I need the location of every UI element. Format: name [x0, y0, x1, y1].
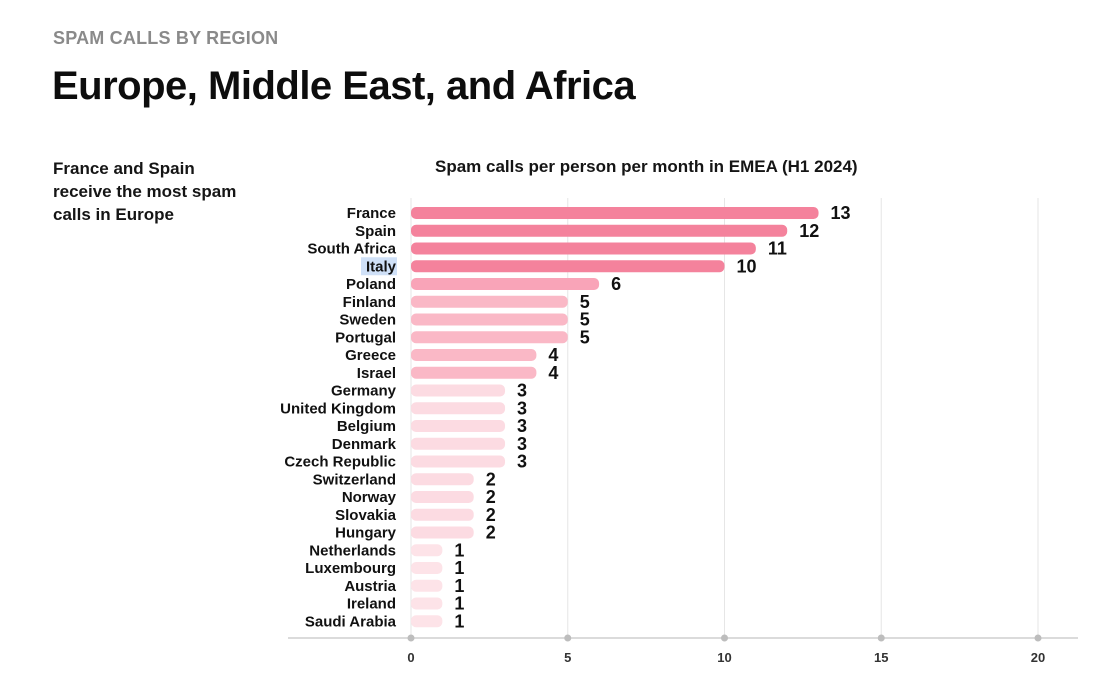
x-tick-label: 0	[407, 650, 414, 665]
bar	[411, 615, 443, 628]
category-label: Austria	[344, 578, 396, 595]
category-highlight	[361, 257, 397, 276]
bar	[411, 224, 788, 237]
data-label: 2	[486, 523, 496, 543]
bar	[411, 278, 600, 290]
category-label: Luxembourg	[305, 560, 396, 577]
data-label: 1	[454, 611, 464, 631]
category-label: South Africa	[307, 241, 396, 258]
category-label: Netherlands	[309, 542, 396, 559]
category-label: Spain	[355, 223, 396, 240]
data-label: 5	[580, 327, 590, 347]
bar	[411, 491, 474, 503]
category-label: Portugal	[335, 329, 396, 346]
category-label: Greece	[345, 347, 396, 364]
bar	[411, 597, 443, 610]
data-label: 2	[486, 505, 496, 525]
category-label: Switzerland	[313, 471, 396, 488]
data-label: 12	[799, 221, 819, 241]
bar	[411, 455, 506, 468]
data-label: 3	[517, 452, 527, 472]
data-label: 1	[454, 576, 464, 596]
x-tick-label: 5	[564, 650, 571, 665]
data-label: 10	[737, 256, 757, 276]
category-label: Germany	[331, 383, 397, 400]
bar	[411, 508, 474, 521]
bar	[411, 384, 506, 397]
category-label: Denmark	[332, 436, 397, 453]
category-label: Poland	[346, 276, 396, 293]
x-tick-label: 20	[1031, 650, 1045, 665]
x-tick-dot	[564, 634, 572, 642]
category-label: Hungary	[335, 525, 397, 542]
x-tick-dot	[407, 634, 415, 642]
data-label: 1	[454, 594, 464, 614]
bar	[411, 562, 443, 574]
data-label: 1	[454, 540, 464, 560]
bar	[411, 207, 819, 219]
data-label: 2	[486, 487, 496, 507]
x-tick-dot	[1034, 634, 1042, 642]
bar	[411, 260, 725, 273]
bar	[411, 579, 443, 592]
category-label: Sweden	[339, 312, 396, 329]
data-label: 4	[548, 345, 558, 365]
bar	[411, 349, 537, 361]
data-label: 6	[611, 274, 621, 294]
x-tick-label: 15	[874, 650, 888, 665]
data-label: 5	[580, 310, 590, 330]
category-label: Norway	[342, 489, 397, 506]
x-tick-dot	[721, 634, 728, 642]
category-label: Czech Republic	[284, 454, 396, 471]
bar	[411, 420, 506, 432]
bar	[411, 473, 474, 486]
bar	[411, 437, 506, 450]
category-label: Slovakia	[335, 507, 397, 524]
bar	[411, 313, 568, 326]
bar	[411, 402, 506, 415]
x-tick-label: 10	[717, 650, 731, 665]
category-label: Italy	[366, 258, 397, 275]
category-label: Ireland	[347, 596, 396, 613]
section-eyebrow: SPAM CALLS BY REGION	[53, 28, 279, 48]
data-label: 11	[768, 239, 787, 259]
category-label: Belgium	[337, 418, 396, 435]
page-title: Europe, Middle East, and Africa	[52, 64, 636, 108]
category-label: United Kingdom	[280, 400, 396, 417]
bar	[411, 526, 474, 539]
data-label: 2	[486, 469, 496, 489]
data-label: 5	[580, 292, 590, 312]
data-label: 3	[517, 381, 527, 401]
category-label: Israel	[357, 365, 396, 382]
chart-title: Spam calls per person per month in EMEA …	[435, 157, 858, 176]
data-label: 3	[517, 434, 527, 454]
data-label: 3	[517, 416, 527, 436]
category-label: France	[347, 205, 396, 222]
data-label: 3	[517, 398, 527, 418]
bar	[411, 331, 568, 344]
bar	[411, 242, 756, 255]
data-label: 1	[454, 558, 464, 578]
bar	[411, 366, 537, 379]
chart-annotation: France and Spain receive the most spam c…	[53, 159, 237, 224]
x-tick-dot	[877, 634, 885, 642]
category-label: Saudi Arabia	[305, 613, 397, 630]
data-label: 13	[831, 203, 851, 223]
category-label: Finland	[343, 294, 396, 311]
data-label: 4	[548, 363, 558, 383]
bar	[411, 544, 443, 557]
bar	[411, 295, 568, 308]
